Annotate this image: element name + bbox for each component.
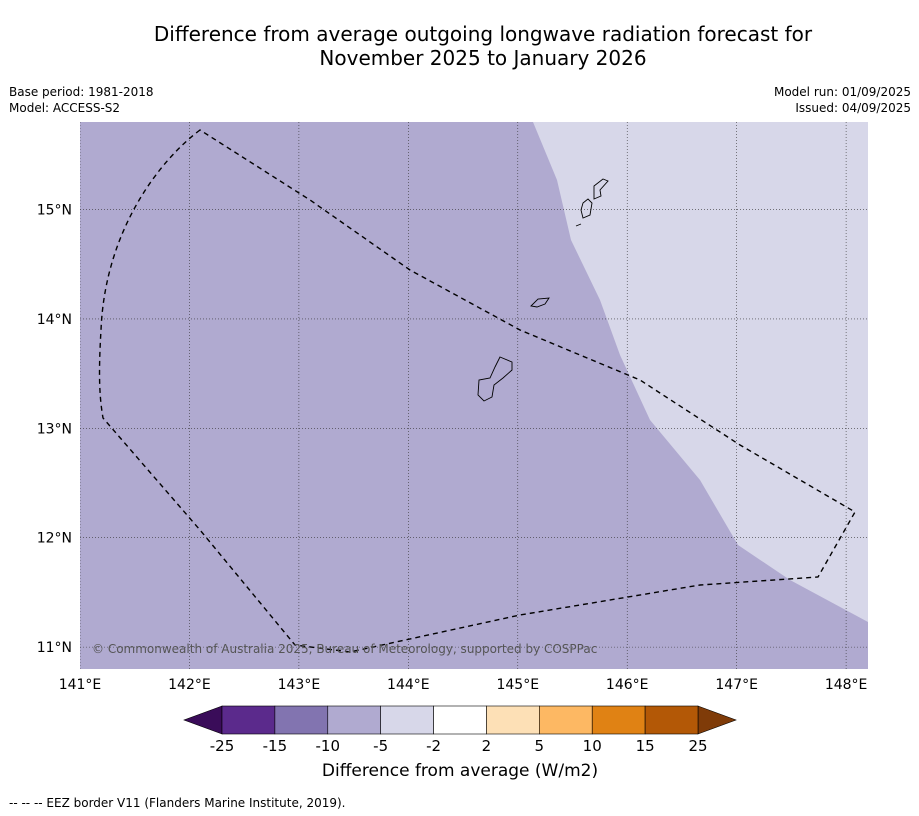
- longitude-label: 143°E: [278, 677, 321, 693]
- latitude-label: 14°N: [37, 312, 72, 328]
- colorbar-tick-label: -5: [373, 737, 388, 755]
- colorbar-segment: [539, 705, 593, 735]
- eez-border: [98, 129, 856, 653]
- longitude-label: 145°E: [496, 677, 539, 693]
- colorbar-tick-label: 15: [636, 737, 655, 755]
- footnote: -- -- -- EEZ border V11 (Flanders Marine…: [9, 796, 346, 810]
- latitude-labels: 15°N 14°N 13°N 12°N 11°N: [37, 203, 72, 657]
- model-run-text: Model run: 01/09/2025: [773, 85, 911, 99]
- longitude-label: 144°E: [387, 677, 430, 693]
- colorbar-segment: [591, 705, 646, 735]
- anomaly-field-negative-5-to-2: [533, 122, 868, 622]
- longitude-label: 142°E: [168, 677, 211, 693]
- island-guam: [477, 356, 513, 402]
- island-tinian: [580, 198, 593, 219]
- colorbar-segment: [274, 705, 329, 735]
- island-aguijan: [575, 223, 582, 227]
- meta-left: Base period: 1981-2018 Model: ACCESS-S2: [9, 84, 154, 116]
- map-area: © Commonwealth of Australia 2025, Bureau…: [80, 122, 868, 669]
- island-saipan: [593, 178, 609, 200]
- colorbar: -25 -15 -10 -5 -2 2 5 10 15 25: [183, 705, 737, 755]
- colorbar-tick-label: -15: [263, 737, 288, 755]
- copyright-text: © Commonwealth of Australia 2025, Bureau…: [92, 642, 597, 656]
- latitude-label: 12°N: [37, 531, 72, 547]
- longitude-label: 148°E: [825, 677, 868, 693]
- colorbar-title: Difference from average (W/m2): [321, 761, 599, 781]
- colorbar-low-extend: [183, 705, 223, 735]
- colorbar-segment: [327, 705, 381, 735]
- issued-text: Issued: 04/09/2025: [795, 101, 911, 115]
- colorbar-tick-label: -10: [316, 737, 341, 755]
- longitude-label: 141°E: [59, 677, 102, 693]
- colorbar-tick-label: -2: [426, 737, 441, 755]
- colorbar-tick-label: 5: [535, 737, 545, 755]
- colorbar-segment: [433, 705, 487, 735]
- graticule: [80, 122, 868, 669]
- island-rota: [530, 297, 550, 308]
- colorbar-segment: [380, 705, 434, 735]
- colorbar-segment: [644, 705, 699, 735]
- base-period-text: Base period: 1981-2018: [9, 85, 154, 99]
- title-line-1: Difference from average outgoing longwav…: [153, 22, 813, 46]
- colorbar-tick-label: 25: [688, 737, 707, 755]
- colorbar-segment: [486, 705, 540, 735]
- colorbar-segment: [221, 705, 276, 735]
- meta-right: Model run: 01/09/2025 Issued: 04/09/2025: [774, 84, 911, 116]
- longitude-label: 146°E: [606, 677, 649, 693]
- colorbar-tick-label: 10: [583, 737, 602, 755]
- latitude-label: 15°N: [37, 203, 72, 219]
- colorbar-high-extend: [697, 705, 737, 735]
- chart-title: Difference from average outgoing longwav…: [80, 22, 886, 70]
- colorbar-tick-label: -25: [210, 737, 235, 755]
- longitude-label: 147°E: [715, 677, 758, 693]
- colorbar-tick-label: 2: [482, 737, 492, 755]
- latitude-label: 13°N: [37, 421, 72, 437]
- title-line-2: November 2025 to January 2026: [319, 46, 647, 70]
- model-text: Model: ACCESS-S2: [9, 101, 121, 115]
- longitude-labels: 141°E 142°E 143°E 144°E 145°E 146°E 147°E 148°E: [59, 677, 868, 693]
- latitude-label: 11°N: [37, 640, 72, 656]
- islands: [477, 178, 609, 402]
